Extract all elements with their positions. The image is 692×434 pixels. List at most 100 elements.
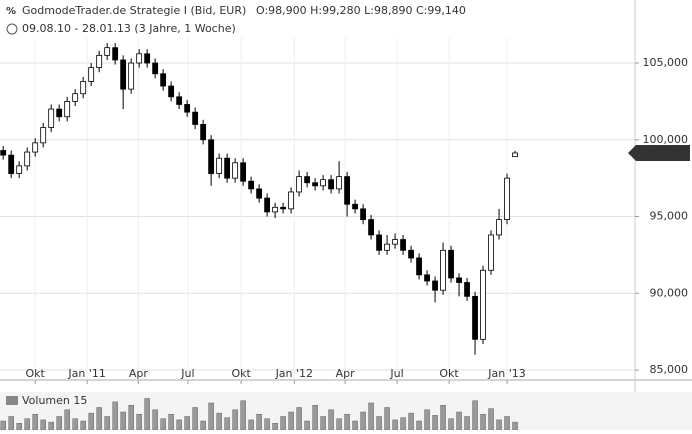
volume-bar [384, 407, 390, 431]
chart-subtitle: 09.08.10 - 28.01.13 (3 Jahre, 1 Woche) [22, 22, 236, 35]
candle-body [456, 277, 462, 283]
icon: % [6, 6, 16, 17]
candle-body [496, 219, 502, 236]
volume-bar [488, 408, 494, 431]
candle-body [16, 165, 23, 174]
volume-bar [40, 419, 46, 431]
volume-bar [0, 420, 6, 431]
candle-body [8, 154, 15, 174]
volume-bar [56, 416, 62, 431]
x-tick-label: Jan '12 [275, 367, 313, 380]
candle-body [168, 85, 175, 98]
candle-body [488, 234, 494, 271]
clock-icon [6, 23, 18, 35]
candle-body [440, 249, 446, 291]
candle-body [296, 176, 303, 193]
candle-body [416, 257, 422, 276]
volume-bar [376, 416, 382, 431]
candle-body [0, 150, 7, 156]
candle-body [400, 239, 406, 251]
candle-body [480, 269, 486, 340]
volume-bar [144, 398, 150, 431]
volume-bar [64, 409, 70, 431]
candle-body [208, 139, 215, 174]
volume-bar [8, 416, 14, 431]
volume-bar [304, 420, 310, 431]
volume-bar [480, 414, 486, 431]
candle-body [280, 206, 287, 210]
candle-body [248, 180, 255, 190]
volume-bar [32, 414, 38, 431]
volume-bar [288, 411, 294, 431]
volume-bar [448, 418, 454, 431]
candle-body [240, 162, 247, 182]
candle-body [376, 234, 382, 251]
volume-bar [48, 421, 54, 431]
candle-body [384, 243, 390, 251]
volume-label: Volumen 15 [22, 394, 87, 407]
volume-bar [96, 407, 102, 431]
quote: O:98,900 H:99,280 L:98,890 C:99,140 [256, 4, 466, 17]
volume-bar [328, 409, 334, 431]
volume-bar [136, 414, 142, 431]
candle-body [96, 54, 103, 69]
volume-bar [472, 400, 478, 431]
candle-body [368, 219, 374, 236]
volume-bar [352, 420, 358, 431]
volume-bar [224, 417, 230, 431]
volume-bar [168, 414, 174, 431]
y-tick-label: 90,000 [650, 286, 689, 299]
x-tick-label: Jan '13 [487, 367, 525, 380]
candle-body [288, 191, 295, 210]
candle-body [264, 197, 271, 213]
y-tick-label: 95,000 [650, 210, 689, 223]
candle-body [224, 157, 231, 179]
volume-bar [192, 407, 198, 431]
volume-bar [232, 409, 238, 431]
candle-body [176, 96, 183, 105]
volume-bar [216, 412, 222, 431]
candle-body [88, 67, 95, 82]
candle-body [152, 62, 159, 75]
volume-bar [176, 419, 182, 431]
candle-body [272, 206, 279, 213]
volume-bar [400, 417, 406, 431]
y-tick-label: 100,000 [643, 133, 689, 146]
x-tick-label: Apr [129, 367, 149, 380]
candle-body [80, 81, 87, 95]
volume-bar [88, 412, 94, 431]
volume-bar [512, 421, 518, 431]
volume-bar [120, 411, 126, 431]
candle-body [448, 249, 454, 279]
candle-body [464, 282, 470, 297]
volume-bar [264, 418, 270, 431]
last-price-tag [628, 144, 690, 161]
volume-bar [392, 419, 398, 431]
candle-body [120, 59, 127, 90]
candle-body [432, 280, 438, 291]
chart-title: GodmodeTrader.de Strategie I (Bid, EUR) [22, 4, 246, 17]
volume-bar [456, 411, 462, 431]
candle-body [32, 142, 39, 153]
volume-bar [296, 407, 302, 431]
x-tick-label: Jul [180, 367, 194, 380]
volume-bar [440, 405, 446, 431]
volume-bar [128, 405, 134, 431]
x-tick-label: Apr [336, 367, 356, 380]
volume-bar [504, 416, 510, 431]
y-tick-label: 105,000 [643, 56, 689, 69]
candle-body [24, 151, 31, 167]
volume-bar [16, 423, 22, 431]
volume-bar [72, 418, 78, 431]
volume-bar [256, 414, 262, 431]
volume-bar [248, 419, 254, 431]
candle-body [112, 47, 119, 61]
volume-bar [184, 416, 190, 431]
x-tick-label: Okt [231, 367, 251, 380]
candle-body [40, 127, 47, 144]
volume-bar [272, 423, 278, 431]
candle-body [72, 93, 79, 102]
volume-bar [424, 409, 430, 431]
